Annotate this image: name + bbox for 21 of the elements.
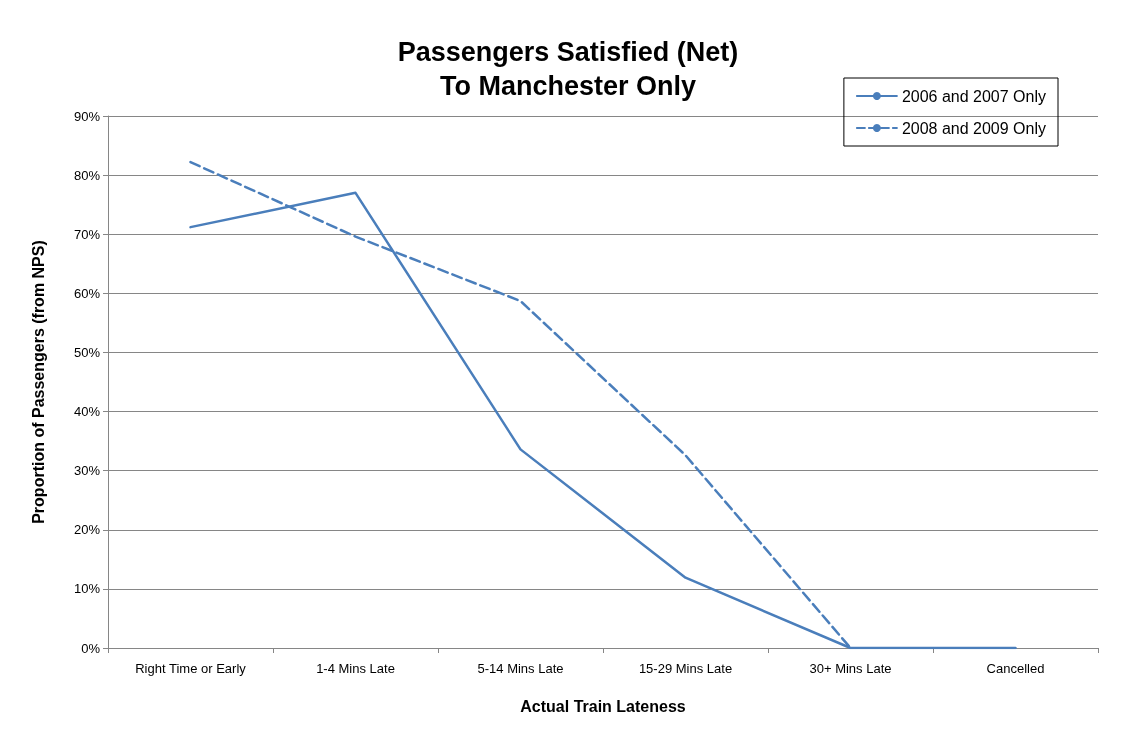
y-tick-label: 60% — [73, 285, 101, 301]
x-tick-label: 15-29 Mins Late — [638, 661, 733, 676]
x-tick-label: 1-4 Mins Late — [316, 661, 395, 676]
x-tick-label: 30+ Mins Late — [809, 661, 892, 676]
y-tick-label: 20% — [73, 522, 101, 538]
y-tick-label: 70% — [73, 226, 101, 242]
y-tick-label: 30% — [73, 463, 101, 479]
y-tick-label: 90% — [73, 108, 101, 124]
x-axis-title: Actual Train Lateness — [520, 697, 686, 715]
y-tick-label: 50% — [73, 344, 101, 360]
x-tick-label: Right Time or Early — [135, 661, 247, 676]
legend-label: 2006 and 2007 Only — [901, 87, 1047, 105]
y-tick-label: 10% — [73, 581, 101, 597]
x-tick-label: 5-14 Mins Late — [477, 661, 564, 676]
y-tick-label: 40% — [73, 404, 101, 420]
chart-title: Passengers Satisfied (Net) To Manchester Only — [397, 37, 739, 101]
y-axis-title: Proportion of Passengers (from NPS) — [29, 240, 47, 524]
legend-label: 2008 and 2009 Only — [901, 119, 1047, 137]
y-tick-label: 0% — [81, 640, 101, 656]
x-tick-label: Cancelled — [986, 661, 1045, 676]
y-tick-label: 80% — [73, 167, 101, 183]
